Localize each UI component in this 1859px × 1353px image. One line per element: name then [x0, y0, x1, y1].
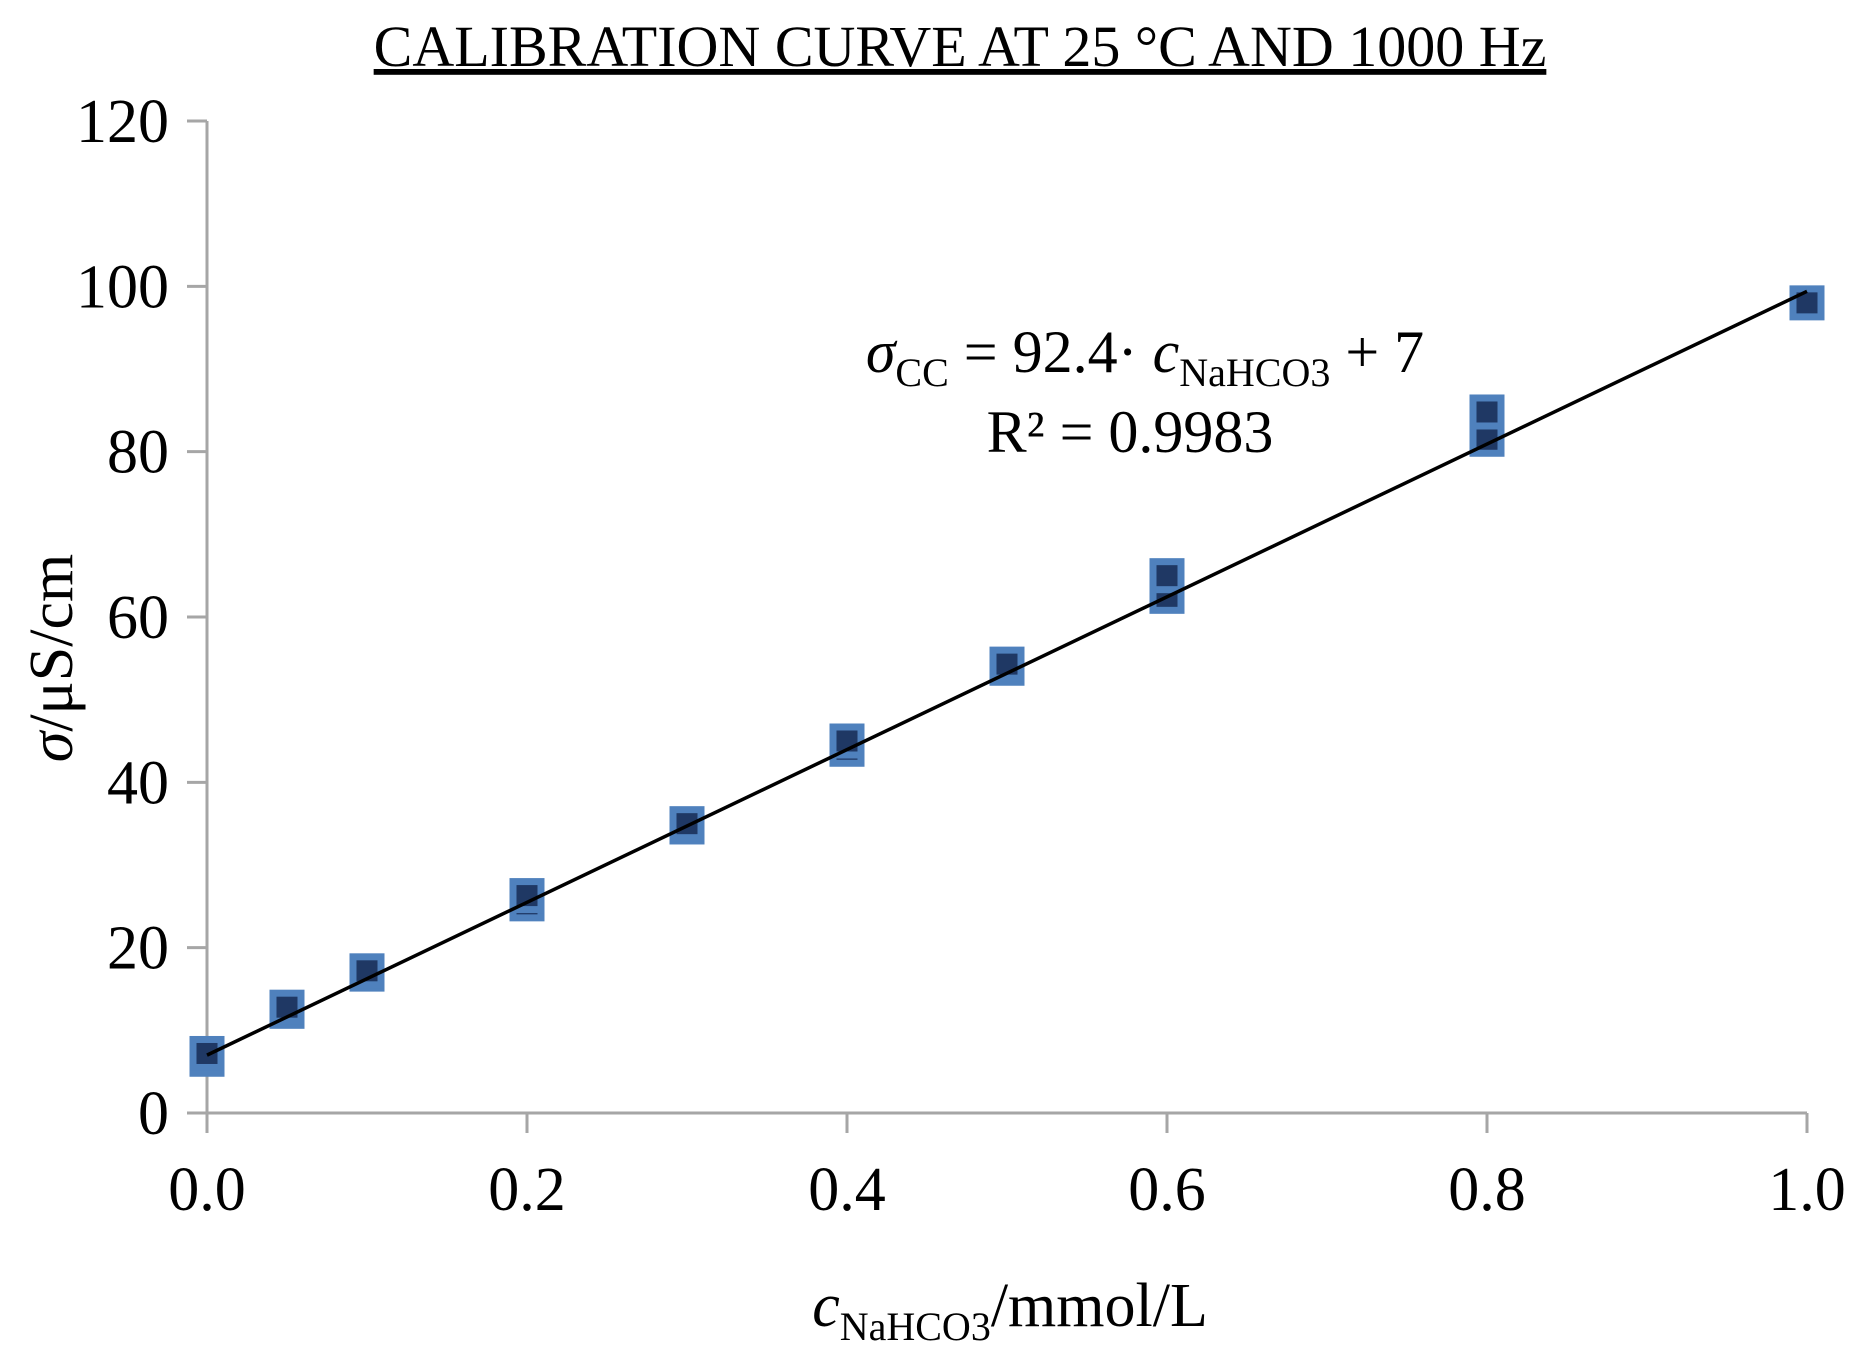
- x-axis-title-main: c: [812, 1272, 840, 1340]
- x-tick-label: 0.0: [168, 1156, 246, 1224]
- y-axis-title: σ/μS/cm: [18, 554, 86, 763]
- x-axis-title-suffix: /mmol/L: [991, 1272, 1208, 1340]
- y-tick-label: 0: [138, 1080, 169, 1148]
- data-point: [509, 878, 545, 914]
- equation-variable-subscript: NaHCO3: [1179, 350, 1330, 395]
- y-tick-label: 20: [107, 915, 169, 983]
- chart-title: CALIBRATION CURVE AT 25 °C AND 1000 Hz: [374, 14, 1547, 79]
- trendline: [206, 289, 1808, 1057]
- x-tick-label: 1.0: [1768, 1156, 1846, 1224]
- data-point: [269, 989, 305, 1025]
- equation-lhs-symbol: σ: [866, 319, 898, 385]
- data-point: [669, 806, 705, 842]
- y-axis-title-main: σ: [18, 729, 86, 762]
- x-tick-label: 0.6: [1128, 1156, 1206, 1224]
- y-tick-label: 80: [107, 419, 169, 487]
- x-axis-title: cNaHCO3/mmol/L: [812, 1272, 1208, 1349]
- r-squared-label: R² = 0.9983: [987, 399, 1274, 465]
- equation-label: σCC = 92.4· cNaHCO3 + 7: [866, 319, 1424, 395]
- data-point: [1789, 285, 1825, 321]
- x-axis-title-subscript: NaHCO3: [840, 1304, 991, 1349]
- data-points: [189, 285, 1825, 1077]
- y-axis-ticks: 0 20 40 60 80 100 120: [76, 88, 207, 1148]
- x-tick-label: 0.4: [808, 1156, 886, 1224]
- y-tick-label: 120: [76, 88, 169, 156]
- data-point: [1149, 558, 1185, 594]
- y-axis-title-suffix: /μS/cm: [18, 554, 86, 732]
- y-tick-label: 40: [107, 749, 169, 817]
- equation-middle: = 92.4·: [949, 319, 1153, 385]
- y-tick-label: 100: [76, 253, 169, 321]
- x-tick-label: 0.2: [488, 1156, 566, 1224]
- x-axis-ticks: 0.0 0.2 0.4 0.6 0.8 1.0: [168, 1113, 1846, 1224]
- equation-lhs-subscript: CC: [895, 350, 948, 395]
- data-point: [1469, 394, 1505, 430]
- data-point: [189, 1035, 225, 1071]
- equation-tail: + 7: [1330, 319, 1424, 385]
- x-tick-label: 0.8: [1448, 1156, 1526, 1224]
- equation-variable: c: [1153, 319, 1180, 385]
- y-tick-label: 60: [107, 584, 169, 652]
